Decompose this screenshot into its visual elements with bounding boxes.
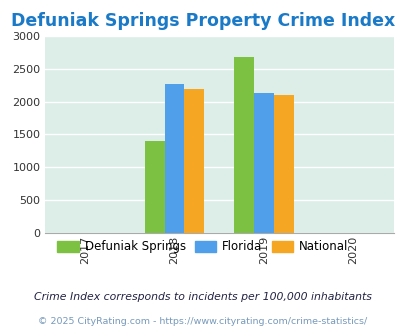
Bar bbox=[145, 141, 164, 233]
Bar bbox=[254, 93, 273, 233]
Bar bbox=[184, 89, 204, 233]
Text: Defuniak Springs Property Crime Index: Defuniak Springs Property Crime Index bbox=[11, 12, 394, 30]
Bar bbox=[164, 84, 184, 233]
Bar bbox=[273, 95, 293, 233]
Text: © 2025 CityRating.com - https://www.cityrating.com/crime-statistics/: © 2025 CityRating.com - https://www.city… bbox=[38, 317, 367, 326]
Bar bbox=[234, 57, 254, 233]
Text: Crime Index corresponds to incidents per 100,000 inhabitants: Crime Index corresponds to incidents per… bbox=[34, 292, 371, 302]
Legend: Defuniak Springs, Florida, National: Defuniak Springs, Florida, National bbox=[53, 236, 352, 258]
